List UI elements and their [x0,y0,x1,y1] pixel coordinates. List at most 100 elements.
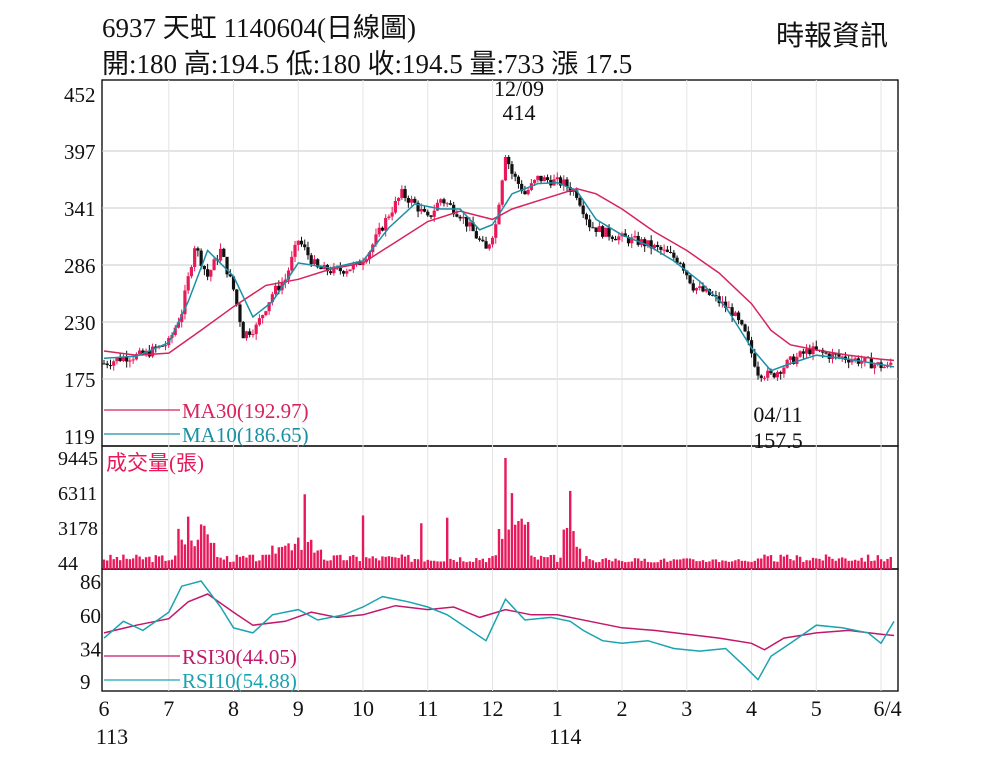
candle-body [539,175,543,182]
candle-body [432,210,436,217]
volume-bar [821,560,824,569]
volume-bar [326,560,329,569]
candle-body [141,350,145,355]
volume-bar [491,556,494,569]
volume-bar [151,562,154,569]
candle-body [384,217,388,231]
volume-bar [445,517,449,569]
x-tick-label: 8 [228,696,239,721]
volume-bar [507,529,510,569]
candle-body [523,191,527,195]
legend-label: MA30(192.97) [182,399,309,423]
volume-bar [533,557,536,569]
candle-body [471,222,475,232]
candle-body [626,237,631,244]
candle-body [617,236,621,241]
x-tick-label: 6/4 [873,696,901,721]
legend-label: RSI30(44.05) [182,645,297,669]
volume-bar [588,559,591,569]
candle-body [422,208,427,212]
candle-body [720,301,725,304]
volume-bar [743,560,747,569]
volume-bar [131,558,135,569]
volume-bar [737,559,740,569]
candle-body [681,263,686,271]
volume-bar [734,560,737,569]
volume-bar [271,545,274,569]
volume-bar [620,561,624,569]
candle-body [180,314,184,323]
candle-body [206,269,210,277]
x-sub-label: 114 [549,724,581,749]
volume-tick-label: 44 [58,553,78,575]
volume-bar [219,557,222,569]
volume-bar [345,560,349,569]
candle-body [714,295,718,297]
volume-bar [853,559,857,569]
candle-body [733,312,737,316]
volume-bar [637,558,640,569]
volume-bar [562,529,565,569]
candle-body [303,244,307,248]
candle-body [150,346,155,357]
volume-bar [789,558,792,569]
candle-body [510,164,514,174]
volume-bar [167,560,170,569]
candle-body [571,190,576,193]
volume-bar [860,557,863,569]
candle-body [536,175,540,180]
volume-tick-label: 3178 [58,518,98,540]
volume-bar [523,524,527,569]
candle-body [468,222,472,227]
candle-body [351,264,355,270]
candle-body [118,357,122,362]
candle-body [199,250,203,266]
candle-body [513,173,517,177]
candle-body [484,241,488,249]
volume-bar [811,557,815,569]
candle-body [209,270,213,277]
price-tick-label: 175 [64,368,96,392]
candle-body [830,353,835,359]
volume-bar [329,560,332,569]
candle-body [860,361,864,364]
volume-bar [546,557,549,569]
volume-bar [630,561,633,569]
volume-bar [662,558,666,569]
candle-body [850,359,854,363]
volume-bar [342,560,345,569]
volume-bar [225,556,229,569]
candle-body [439,199,443,203]
volume-bar [808,560,812,569]
volume-bar [128,559,132,569]
volume-bar [174,555,177,569]
candle-body [588,219,592,228]
candle-body [811,346,815,355]
volume-bar [277,547,281,569]
volume-bar [416,559,420,569]
volume-bar [782,556,786,569]
candle-body [481,239,485,242]
candle-body [724,301,728,308]
candle-body [610,236,614,239]
volume-bar [607,559,611,569]
candle-body [387,216,391,218]
volume-bar [413,559,417,569]
volume-bar [837,558,841,569]
volume-bar [510,493,514,569]
volume-bar [125,558,128,569]
volume-bar [818,558,821,569]
volume-bar [374,558,378,569]
candle-body [248,331,252,335]
candle-body [277,285,281,291]
candle-body [643,239,647,247]
volume-bar [164,560,167,569]
volume-bar [805,560,808,569]
volume-bar [481,558,485,569]
volume-bar [520,518,523,569]
candle-body [115,357,119,362]
rsi-tick-label: 9 [80,670,91,694]
candle-body [241,322,245,339]
volume-bar [627,561,630,569]
candle-body [173,327,177,335]
